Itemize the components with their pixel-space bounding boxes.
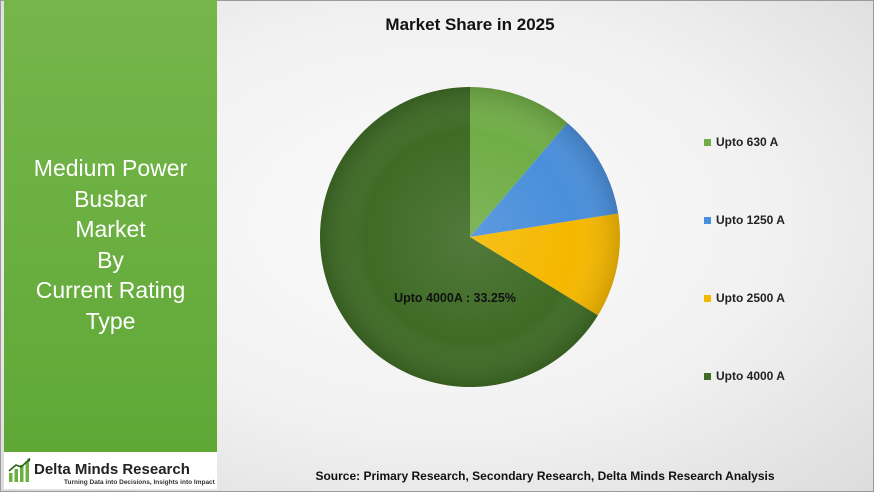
legend-label: Upto 4000 A [716, 369, 785, 383]
company-logo: Delta Minds Research Turning Data into D… [4, 452, 217, 489]
report-title-line: Type [85, 307, 136, 334]
report-title: Medium Power Busbar Market By Current Ra… [4, 153, 217, 336]
data-label-upto-4000a: Upto 4000A : 33.25% [394, 291, 516, 305]
legend-swatch [704, 139, 711, 146]
chart-title: Market Share in 2025 [385, 15, 555, 34]
report-title-line: By [97, 246, 124, 273]
pie-chart: Upto 4000A : 33.25% [320, 87, 620, 387]
report-title-line: Market [75, 216, 146, 242]
legend-label: Upto 2500 A [716, 291, 785, 305]
report-title-line: Medium Power [33, 155, 188, 181]
legend-label: Upto 1250 A [716, 213, 785, 227]
legend-swatch [704, 295, 711, 302]
logo-tagline: Turning Data into Decisions, Insights in… [64, 479, 215, 486]
side-panel: Medium Power Busbar Market By Current Ra… [4, 0, 217, 452]
legend-label: Upto 630 A [716, 135, 779, 149]
bar-chart-logo-icon [8, 458, 31, 482]
source-note: Source: Primary Research, Secondary Rese… [315, 469, 775, 483]
pie-shading [320, 87, 620, 387]
logo-name: Delta Minds Research [34, 461, 190, 478]
report-title-line: Current Rating [35, 277, 186, 303]
legend-swatch [704, 373, 711, 380]
report-title-line: Busbar [74, 185, 147, 212]
legend-swatch [704, 217, 711, 224]
